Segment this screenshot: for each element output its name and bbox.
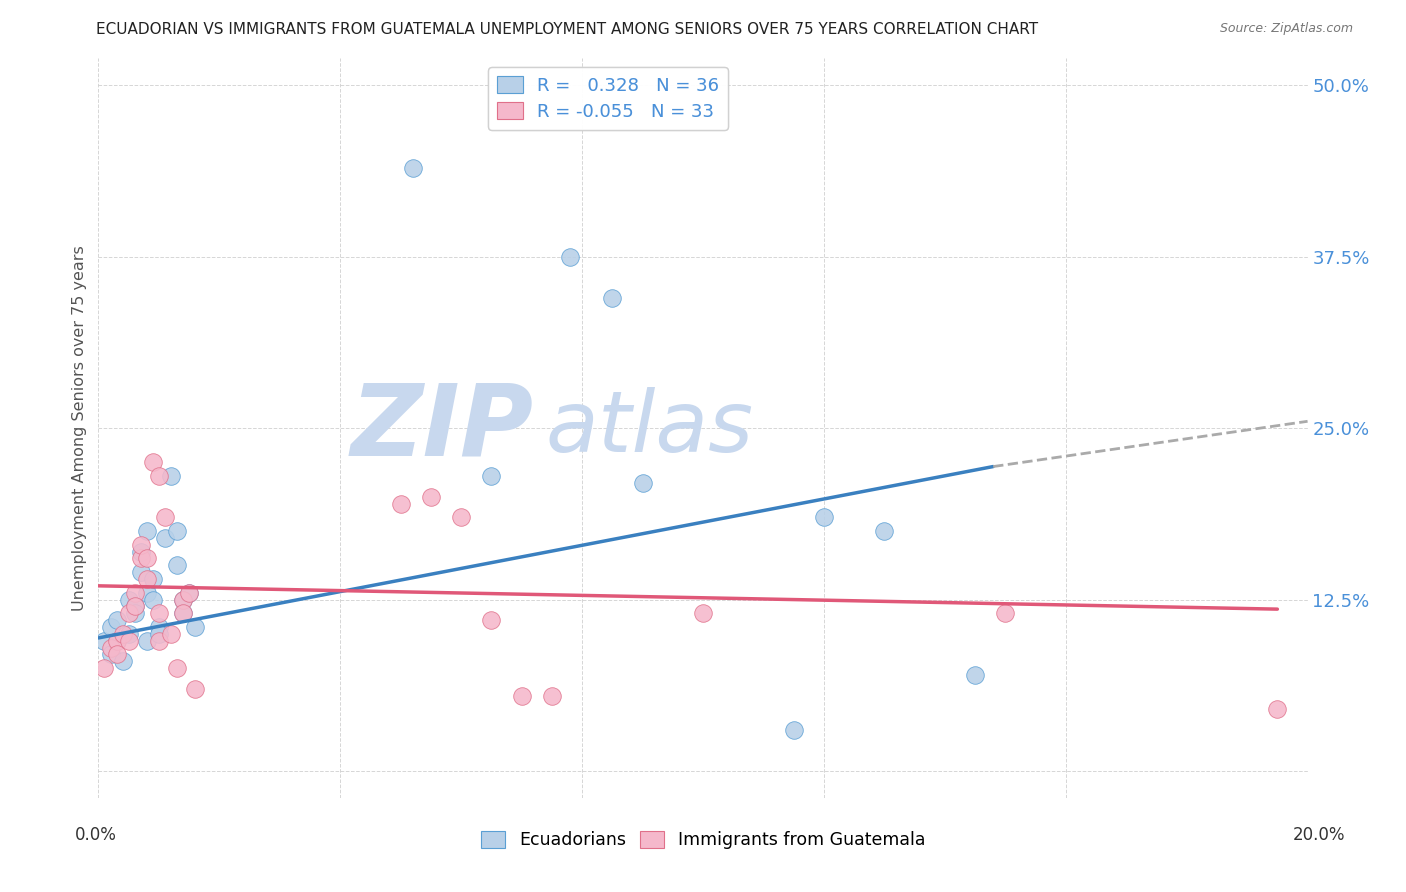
Point (118, 627, 141, 641)
Point (510, 689, 533, 703)
Point (129, 565, 152, 579)
Legend: R =   0.328   N = 36, R = -0.055   N = 33: R = 0.328 N = 36, R = -0.055 N = 33 (488, 67, 728, 130)
Point (93, 633, 115, 648)
Point (105, 633, 128, 648)
Point (118, 633, 141, 648)
Point (166, 661, 188, 675)
Point (160, 627, 183, 641)
Text: ECUADORIAN VS IMMIGRANTS FROM GUATEMALA UNEMPLOYMENT AMONG SENIORS OVER 75 YEARS: ECUADORIAN VS IMMIGRANTS FROM GUATEMALA … (96, 22, 1038, 37)
Point (813, 510, 835, 524)
Point (148, 607, 170, 621)
Point (631, 475, 654, 490)
Point (135, 551, 157, 566)
Point (124, 599, 146, 614)
Point (783, 723, 806, 737)
Point (105, 633, 128, 648)
Point (172, 592, 194, 607)
Point (93, 661, 115, 675)
Point (135, 524, 157, 538)
Point (153, 531, 176, 545)
Point (166, 524, 188, 538)
Point (450, 510, 472, 524)
Point (142, 592, 165, 607)
Point (111, 654, 134, 668)
Point (124, 585, 146, 599)
Point (100, 648, 122, 662)
Point (118, 592, 141, 607)
Point (129, 544, 152, 558)
Point (142, 455, 165, 469)
Point (184, 620, 207, 634)
Point (994, 607, 1017, 621)
Point (558, 250, 581, 264)
Text: atlas: atlas (546, 386, 754, 470)
Text: 20.0%: 20.0% (1292, 826, 1346, 844)
Point (135, 633, 157, 648)
Text: ZIP: ZIP (350, 380, 534, 476)
Point (1267, 702, 1289, 716)
Point (148, 469, 170, 483)
Point (148, 633, 170, 648)
Point (124, 607, 146, 621)
Point (135, 572, 157, 586)
Point (602, 291, 624, 305)
Point (184, 681, 207, 696)
Y-axis label: Unemployment Among Seniors over 75 years: Unemployment Among Seniors over 75 years (72, 245, 87, 611)
Point (172, 592, 194, 607)
Point (481, 613, 503, 627)
Point (166, 558, 188, 573)
Point (148, 620, 170, 634)
Point (118, 607, 141, 621)
Point (100, 620, 122, 634)
Text: 0.0%: 0.0% (75, 826, 117, 844)
Point (389, 497, 412, 511)
Point (481, 469, 503, 483)
Point (124, 599, 146, 614)
Point (160, 469, 183, 483)
Point (105, 613, 128, 627)
Point (142, 572, 165, 586)
Point (172, 607, 194, 621)
Point (179, 585, 201, 599)
Point (873, 524, 896, 538)
Point (153, 510, 176, 524)
Point (105, 648, 128, 662)
Text: Source: ZipAtlas.com: Source: ZipAtlas.com (1219, 22, 1353, 36)
Point (135, 585, 157, 599)
Point (100, 640, 122, 655)
Point (692, 607, 714, 621)
Point (148, 627, 170, 641)
Point (172, 607, 194, 621)
Point (965, 668, 987, 682)
Point (129, 538, 152, 552)
Point (420, 490, 443, 504)
Point (129, 551, 152, 566)
Point (179, 585, 201, 599)
Point (402, 161, 425, 175)
Point (111, 627, 134, 641)
Point (540, 689, 562, 703)
